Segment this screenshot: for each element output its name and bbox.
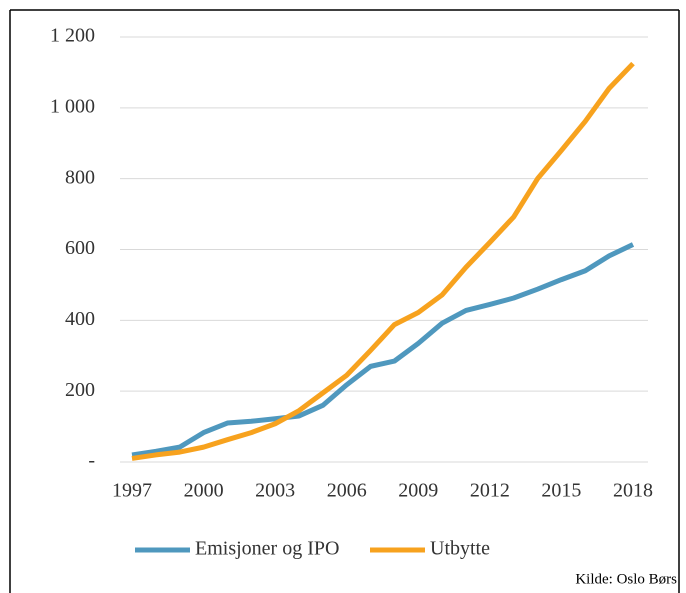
frame [9,9,680,593]
y-tick-label: 400 [65,308,95,330]
x-tick-label: 2003 [255,480,295,502]
x-tick-label: 2009 [398,480,438,502]
y-tick-label: - [88,450,95,472]
x-tick-label: 2012 [470,480,510,502]
x-tick-label: 2015 [541,480,581,502]
x-tick-label: 1997 [112,480,152,502]
y-tick-label: 1 200 [50,25,95,47]
y-tick-label: 200 [65,379,95,401]
series-line [131,242,635,458]
y-tick-label: 800 [65,166,95,188]
y-tick-label: 1 000 [50,95,95,117]
x-tick-label: 2006 [327,480,367,502]
series-line [131,61,635,461]
source: Kilde: Oslo Børs [575,571,677,587]
x-tick-label: 2018 [613,480,653,502]
legend-label: Emisjoner og IPO [195,538,339,560]
x-tick-label: 2000 [184,480,224,502]
legend-label: Utbytte [430,538,490,560]
y-tick-label: 600 [65,237,95,259]
